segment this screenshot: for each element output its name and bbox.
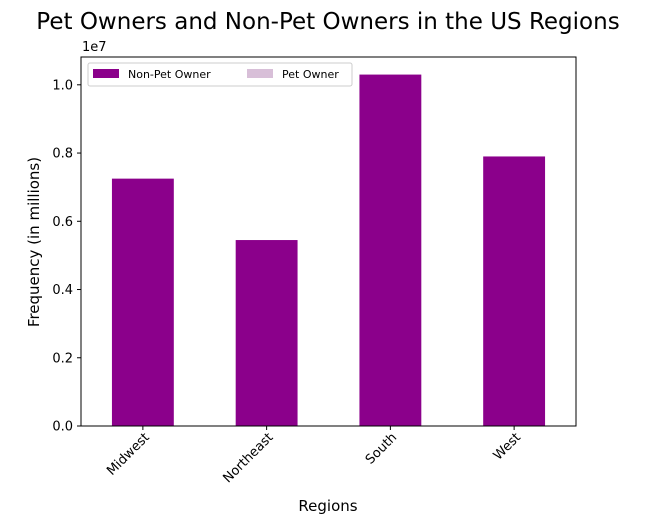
legend-swatch-non-pet-owner (93, 69, 119, 78)
y-tick-label: 0.0 (52, 420, 73, 435)
y-tick-label: 1.0 (52, 78, 73, 93)
chart-title: Pet Owners and Non-Pet Owners in the US … (36, 9, 619, 35)
x-tick-label-northeast: Northeast (220, 430, 276, 486)
bars-group (111, 74, 546, 427)
y-axis-label: Frequency (in millions) (25, 157, 43, 327)
legend-frame (87, 62, 353, 87)
plot-frame (80, 56, 577, 427)
y-tick-label: 0.6 (52, 215, 73, 230)
x-tick-label-midwest: Midwest (104, 430, 153, 479)
legend-swatch-pet-owner (247, 69, 273, 78)
x-tick-label-south: South (363, 430, 400, 467)
y-tick-label: 0.8 (52, 147, 73, 162)
y-tick-label: 0.2 (52, 351, 73, 366)
legend-label-pet-owner: Pet Owner (282, 68, 339, 81)
x-axis: Midwest Northeast South West (104, 426, 524, 486)
bar-non-pet-owner-west (483, 156, 546, 426)
bar-non-pet-owner-midwest (111, 178, 174, 426)
x-axis-label: Regions (298, 497, 357, 515)
bar-non-pet-owner-northeast (235, 240, 298, 426)
legend-label-non-pet-owner: Non-Pet Owner (128, 68, 211, 81)
y-axis: 0.0 0.2 0.4 0.6 0.8 1.0 (52, 78, 81, 435)
y-offset-text: 1e7 (82, 40, 107, 55)
y-tick-label: 0.4 (52, 283, 73, 298)
x-tick-label-west: West (491, 430, 524, 463)
legend: Non-Pet Owner Pet Owner (87, 62, 353, 87)
bar-non-pet-owner-south (359, 74, 422, 427)
